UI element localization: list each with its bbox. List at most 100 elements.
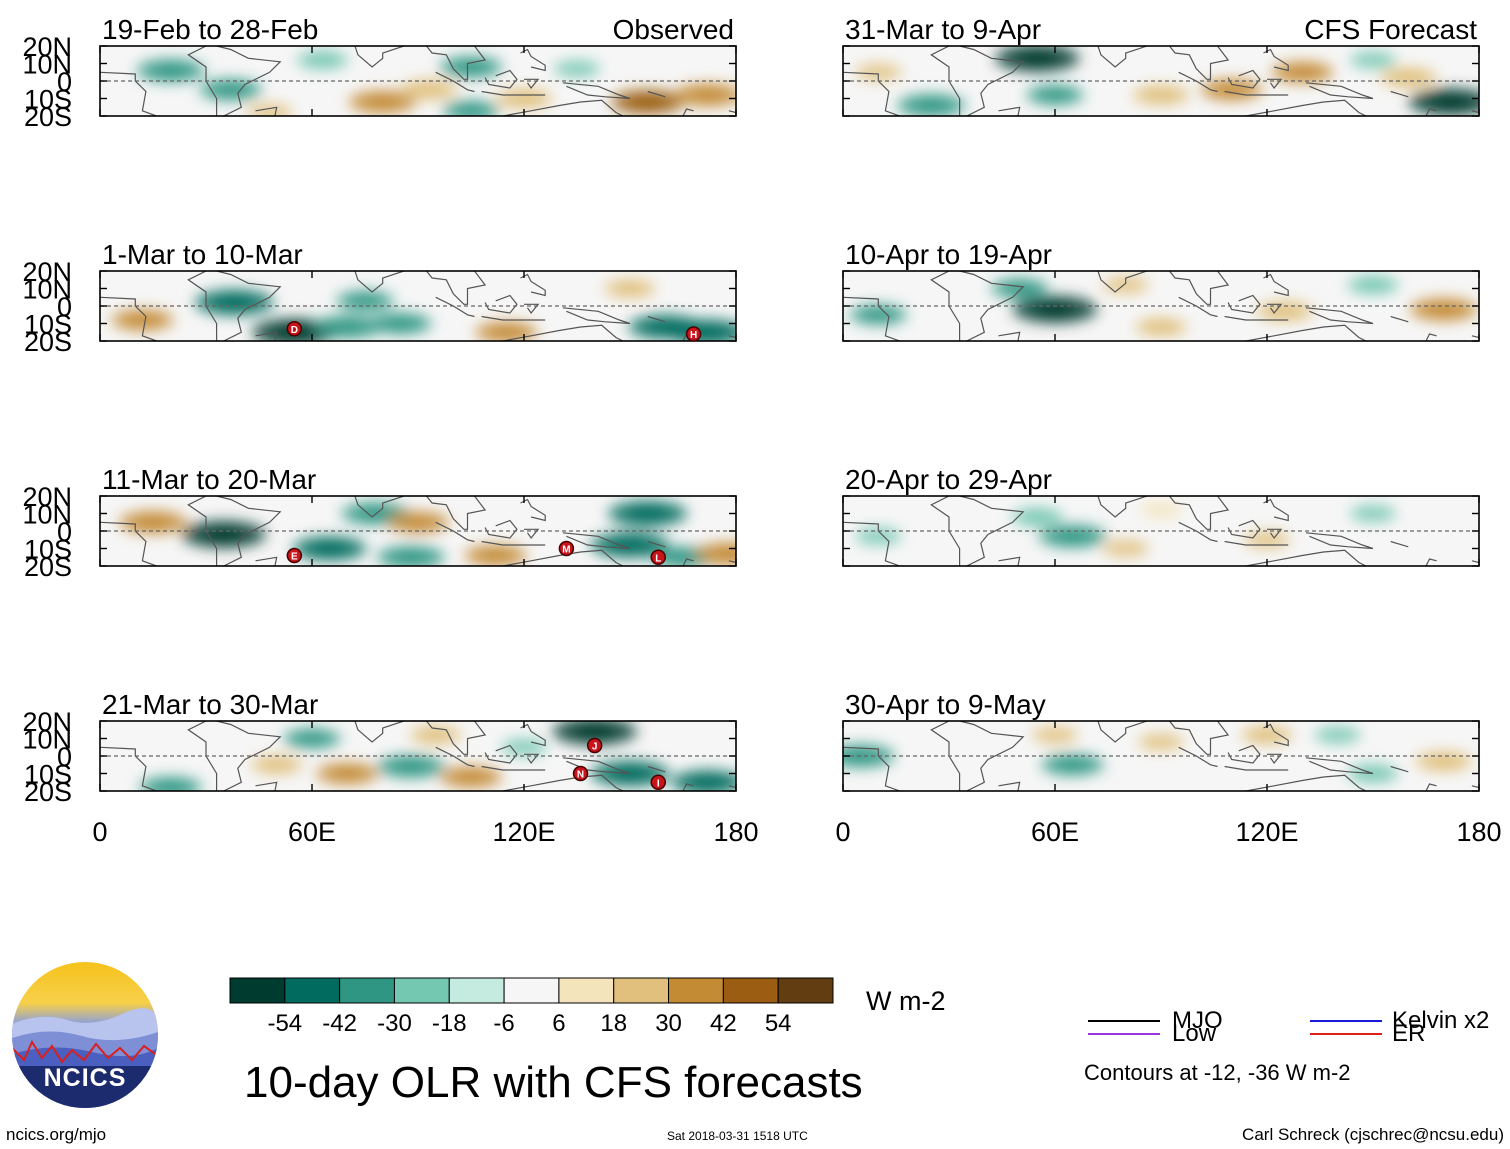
- olr-anomaly-blob: [1102, 276, 1149, 294]
- coastline: [1227, 69, 1261, 89]
- colorbar-label: -6: [493, 1010, 514, 1037]
- y-tick-label: 20N: [22, 707, 72, 737]
- coastline: [682, 783, 694, 791]
- colorbar-bin: [613, 977, 670, 1004]
- coastline: [1044, 721, 1155, 743]
- coastline: [425, 271, 487, 305]
- coastline: [100, 296, 157, 341]
- y-tick-label: 20S: [24, 102, 72, 132]
- storm-icon: [685, 326, 702, 342]
- coastline: [255, 556, 278, 566]
- colorbar-label: 30: [655, 1010, 682, 1037]
- coastline: [1305, 307, 1374, 325]
- olr-anomaly-core: [711, 547, 736, 561]
- coastline: [998, 556, 1021, 566]
- coastline: [930, 46, 961, 116]
- x-tick-label: 180: [1456, 817, 1501, 847]
- storm-label: M: [562, 545, 570, 556]
- olr-anomaly-blob: [1102, 539, 1149, 558]
- coastline: [520, 48, 546, 72]
- coastline: [1305, 757, 1374, 775]
- coastline: [1044, 46, 1155, 68]
- colorbar-bin: [722, 977, 779, 1004]
- coastline: [1263, 723, 1289, 747]
- coastline: [1044, 496, 1155, 518]
- colorbar-bin: [229, 977, 286, 1004]
- coastline: [843, 746, 900, 791]
- storm-icon: [286, 547, 303, 564]
- coastline: [843, 296, 900, 341]
- coastline: [1245, 99, 1368, 116]
- colorbar-bin: [284, 977, 341, 1004]
- period-label: 10-Apr to 19-Apr: [845, 239, 1052, 270]
- coastline: [481, 765, 546, 771]
- y-tick-label: 10N: [22, 275, 72, 305]
- contour-note: Contours at -12, -36 W m-2: [1084, 1060, 1351, 1085]
- y-tick-label: 10S: [24, 310, 72, 340]
- y-tick-label: 20N: [22, 482, 72, 512]
- coastline: [301, 721, 412, 743]
- coastline: [216, 721, 282, 791]
- olr-anomaly-blob: [1140, 501, 1182, 519]
- map-panel-7: 20-Apr to 29-Apr: [842, 464, 1480, 567]
- olr-anomaly-core: [1360, 279, 1386, 291]
- anomaly-field: [855, 46, 1479, 116]
- olr-anomaly-core: [393, 760, 428, 773]
- olr-anomaly-core: [1055, 529, 1090, 543]
- x-tick-label: 120E: [1235, 817, 1298, 847]
- storm-marker: J: [586, 737, 603, 754]
- coastline: [1224, 765, 1289, 771]
- coastline: [435, 746, 475, 768]
- period-label: 31-Mar to 9-Apr: [845, 14, 1041, 45]
- observed-label: Observed: [613, 14, 734, 45]
- x-tick-label: 0: [835, 817, 850, 847]
- coastline: [435, 71, 475, 93]
- storm-label: I: [657, 778, 660, 789]
- olr-anomaly-core: [1394, 71, 1423, 84]
- map-panel-6: 10-Apr to 19-Apr: [842, 239, 1480, 342]
- coastline: [1224, 90, 1289, 96]
- coastline: [728, 110, 736, 114]
- storm-label: H: [690, 330, 697, 341]
- coastlines: [843, 496, 1479, 566]
- coastline: [100, 71, 157, 116]
- period-label: 21-Mar to 30-Mar: [102, 689, 318, 720]
- olr-anomaly-core: [1005, 282, 1034, 295]
- olr-anomaly-core: [480, 549, 512, 562]
- coastline: [1425, 108, 1437, 116]
- coastline: [562, 757, 631, 775]
- storm-marker: D: [286, 321, 303, 337]
- coastline: [1471, 785, 1479, 789]
- website-link[interactable]: ncics.org/mjo: [6, 1125, 107, 1144]
- period-label: 11-Mar to 20-Mar: [102, 464, 316, 495]
- coastline: [930, 271, 961, 341]
- map-panel-8: 30-Apr to 9-May 0 60E 120E 180: [835, 689, 1501, 847]
- logo-text: NCICS: [43, 1064, 127, 1092]
- coastline: [562, 307, 631, 325]
- coastline: [1178, 71, 1218, 93]
- colorbar-label: -42: [322, 1010, 357, 1037]
- coastline: [1178, 296, 1218, 318]
- olr-anomaly-blob: [1314, 726, 1361, 744]
- y-tick-label: 10N: [22, 725, 72, 755]
- coastline: [843, 521, 900, 566]
- olr-anomaly-core: [126, 314, 159, 326]
- olr-anomaly-core: [1057, 758, 1089, 771]
- olr-anomaly-core: [1429, 755, 1458, 767]
- coastline: [1305, 532, 1374, 550]
- storm-marker: N: [572, 765, 589, 782]
- coastlines: [100, 496, 736, 566]
- y-tick-label: 10N: [22, 500, 72, 530]
- coastline: [1178, 521, 1218, 543]
- coastline: [1471, 110, 1479, 114]
- y-tick-label: 20S: [24, 327, 72, 357]
- olr-anomaly-core: [629, 95, 667, 109]
- olr-anomaly-core: [414, 84, 443, 96]
- y-tick-label: 10S: [24, 535, 72, 565]
- coastline: [1044, 271, 1155, 293]
- colorbar: -54 -42 -30 -18 -6 6 18 30 42 54: [229, 977, 834, 1037]
- coastline: [647, 90, 666, 98]
- coastline: [301, 496, 412, 518]
